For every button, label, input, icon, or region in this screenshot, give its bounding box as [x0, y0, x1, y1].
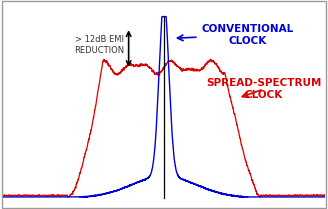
Text: > 12dB EMI
REDUCTION: > 12dB EMI REDUCTION — [74, 35, 124, 55]
Text: CONVENTIONAL
CLOCK: CONVENTIONAL CLOCK — [177, 24, 294, 46]
Text: SPREAD-SPECTRUM
CLOCK: SPREAD-SPECTRUM CLOCK — [206, 78, 321, 100]
